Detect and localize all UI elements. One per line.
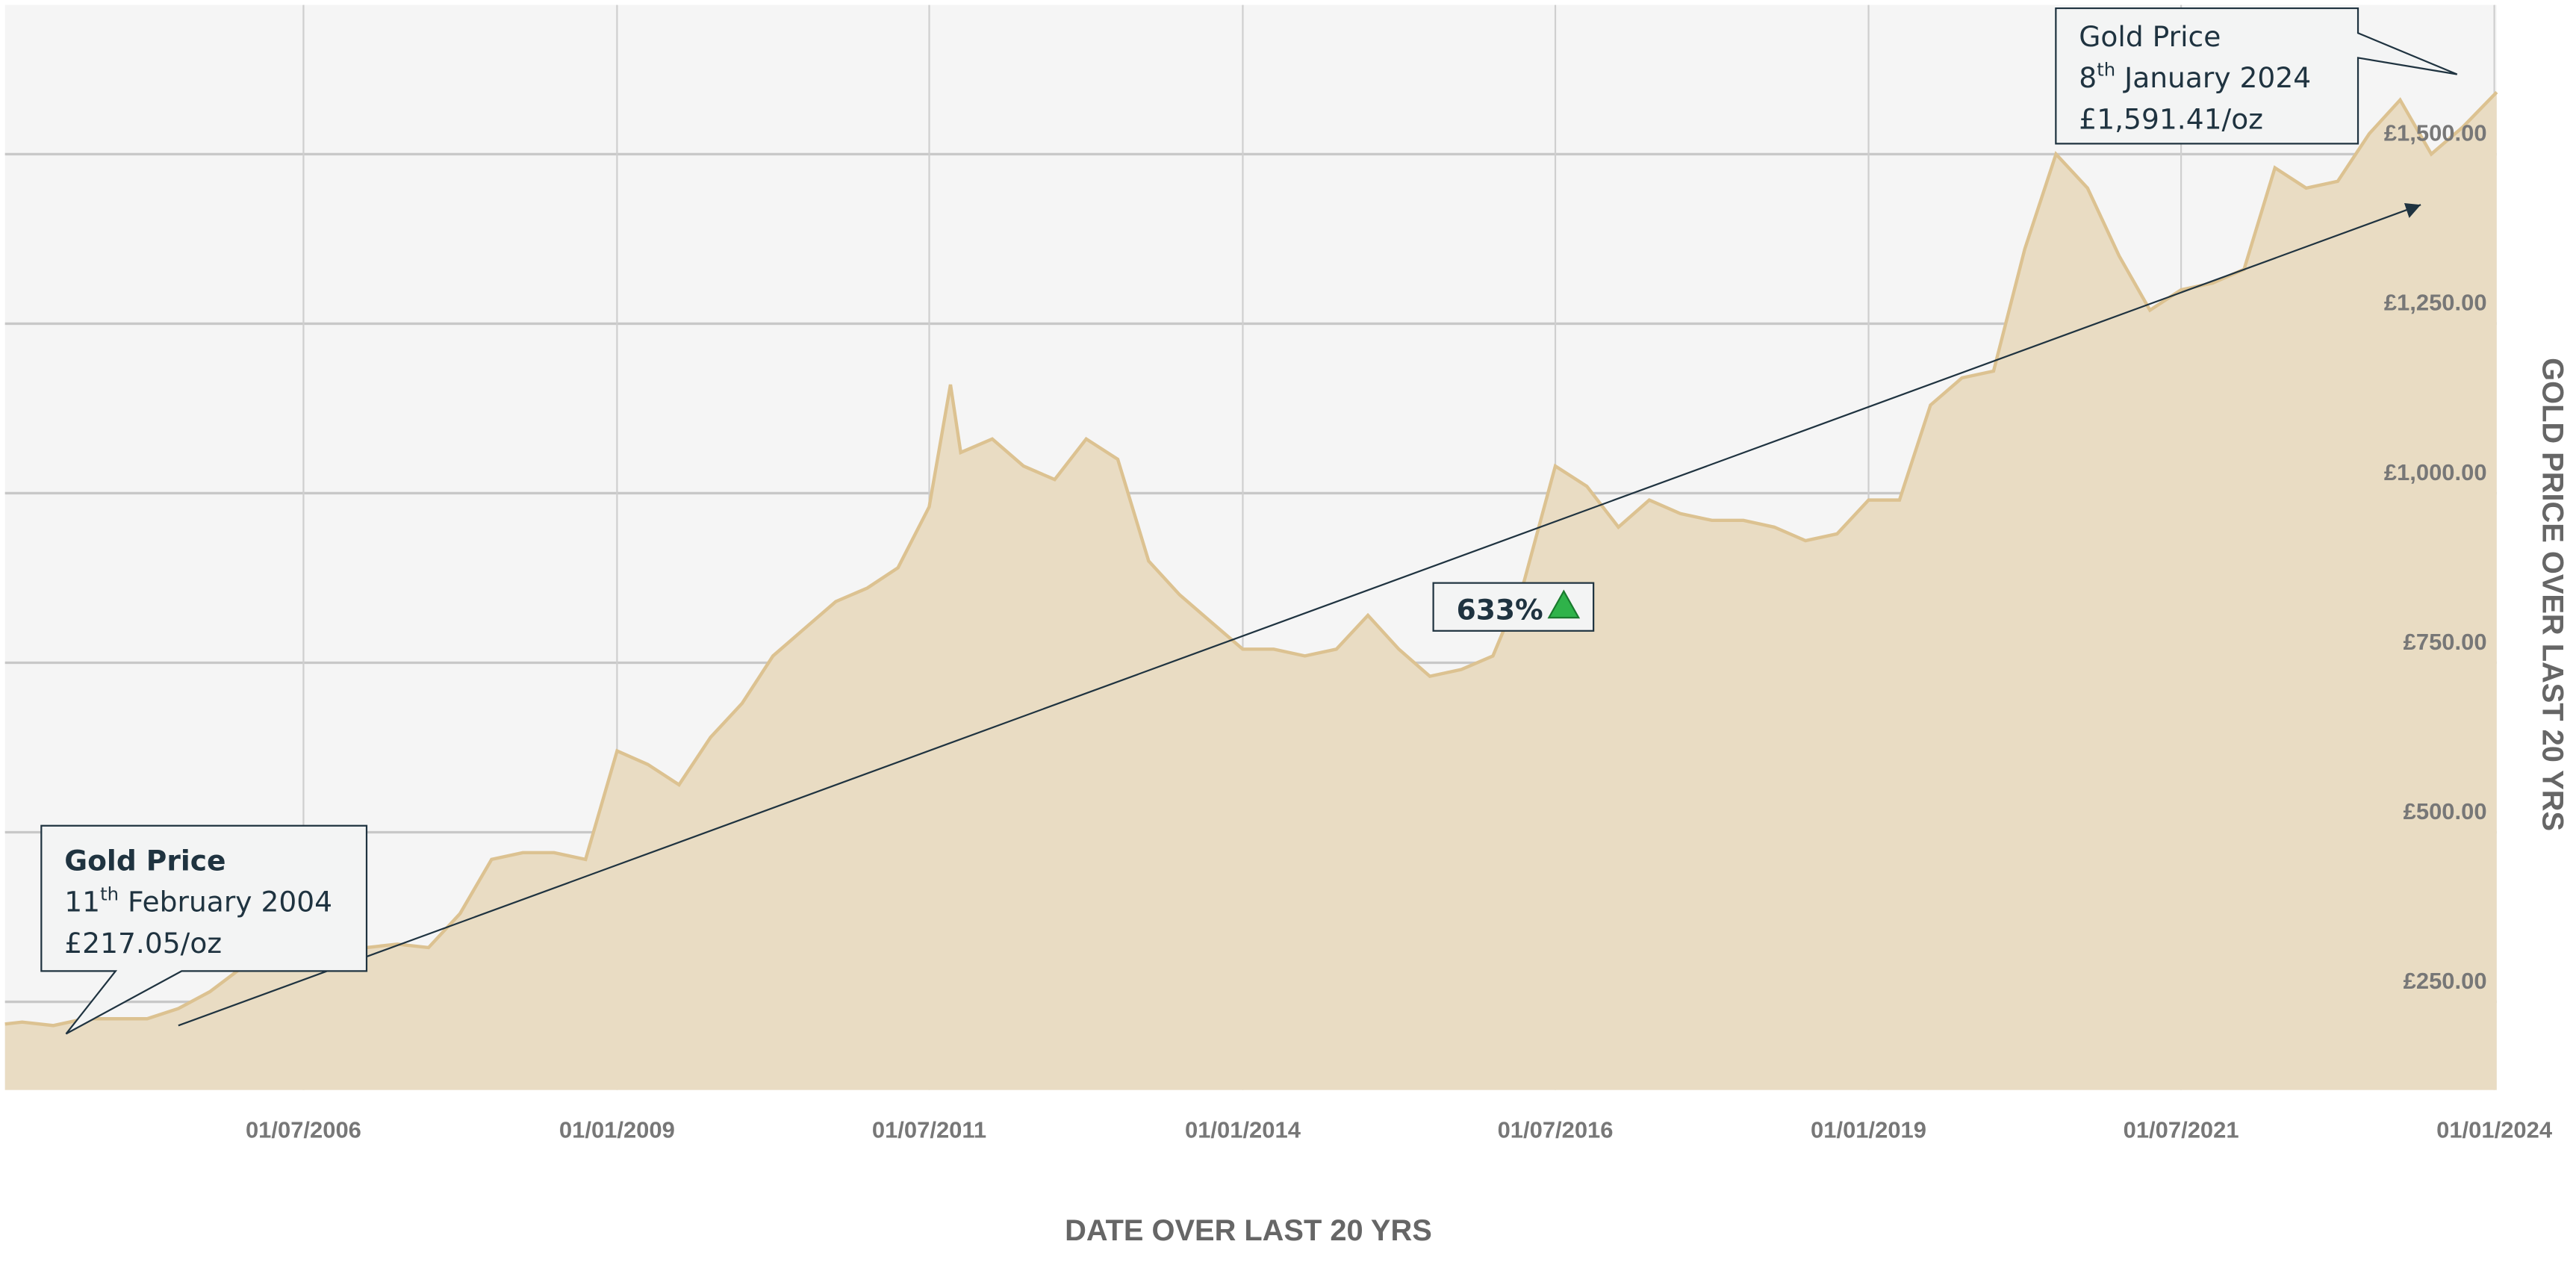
arrow-head bbox=[2404, 203, 2421, 218]
day: 11 bbox=[64, 886, 100, 919]
x-tick-label: 01/01/2024 bbox=[2436, 1117, 2553, 1143]
x-tick-label: 01/01/2009 bbox=[559, 1117, 675, 1143]
callout-price: £217.05/oz bbox=[64, 927, 222, 960]
y-axis-label: GOLD PRICE OVER LAST 20 YRS bbox=[2536, 358, 2569, 831]
day: 8 bbox=[2079, 61, 2097, 94]
callout-price: £1,591.41/oz bbox=[2079, 102, 2263, 135]
callout-date: 8th January 2024 bbox=[2079, 59, 2311, 94]
up-triangle bbox=[1547, 589, 1581, 619]
change-label: 633% bbox=[1457, 593, 1543, 626]
price-line bbox=[4, 90, 2498, 1028]
suffix: th bbox=[2097, 59, 2115, 81]
x-tick-label: 01/07/2016 bbox=[1498, 1117, 1614, 1143]
month-year: February 2004 bbox=[119, 886, 332, 919]
y-tick-label: £500.00 bbox=[2404, 798, 2487, 824]
callout-title: Gold Price bbox=[64, 844, 225, 877]
change-badge: 633% bbox=[1432, 582, 1595, 632]
x-tick-label: 01/07/2021 bbox=[2124, 1117, 2239, 1143]
end-callout: Gold Price 8th January 2024 £1,591.41/oz bbox=[2055, 7, 2458, 145]
y-tick-label: £1,000.00 bbox=[2384, 459, 2487, 485]
x-tick-label: 01/07/2006 bbox=[246, 1117, 361, 1143]
y-tick-label: £1,250.00 bbox=[2384, 290, 2487, 316]
x-tick-label: 01/01/2019 bbox=[1811, 1117, 1926, 1143]
y-tick-label: £250.00 bbox=[2404, 968, 2487, 994]
callout-box bbox=[2055, 7, 2458, 145]
callout-box bbox=[40, 824, 368, 1035]
price-area bbox=[4, 92, 2497, 1090]
x-tick-label: 01/07/2011 bbox=[872, 1117, 986, 1143]
trend-arrow bbox=[178, 204, 2421, 1027]
y-tick-label: £1,500.00 bbox=[2384, 120, 2487, 146]
y-tick-label: £750.00 bbox=[2404, 629, 2487, 655]
start-callout: Gold Price 11th February 2004 £217.05/oz bbox=[40, 824, 368, 1035]
suffix: th bbox=[100, 883, 119, 904]
callout-title: Gold Price bbox=[2079, 20, 2221, 53]
x-tick-label: 01/01/2014 bbox=[1185, 1117, 1301, 1143]
callout-date: 11th February 2004 bbox=[64, 883, 332, 918]
x-axis-label: DATE OVER LAST 20 YRS bbox=[1065, 1214, 1432, 1247]
month-year: January 2024 bbox=[2115, 61, 2311, 94]
